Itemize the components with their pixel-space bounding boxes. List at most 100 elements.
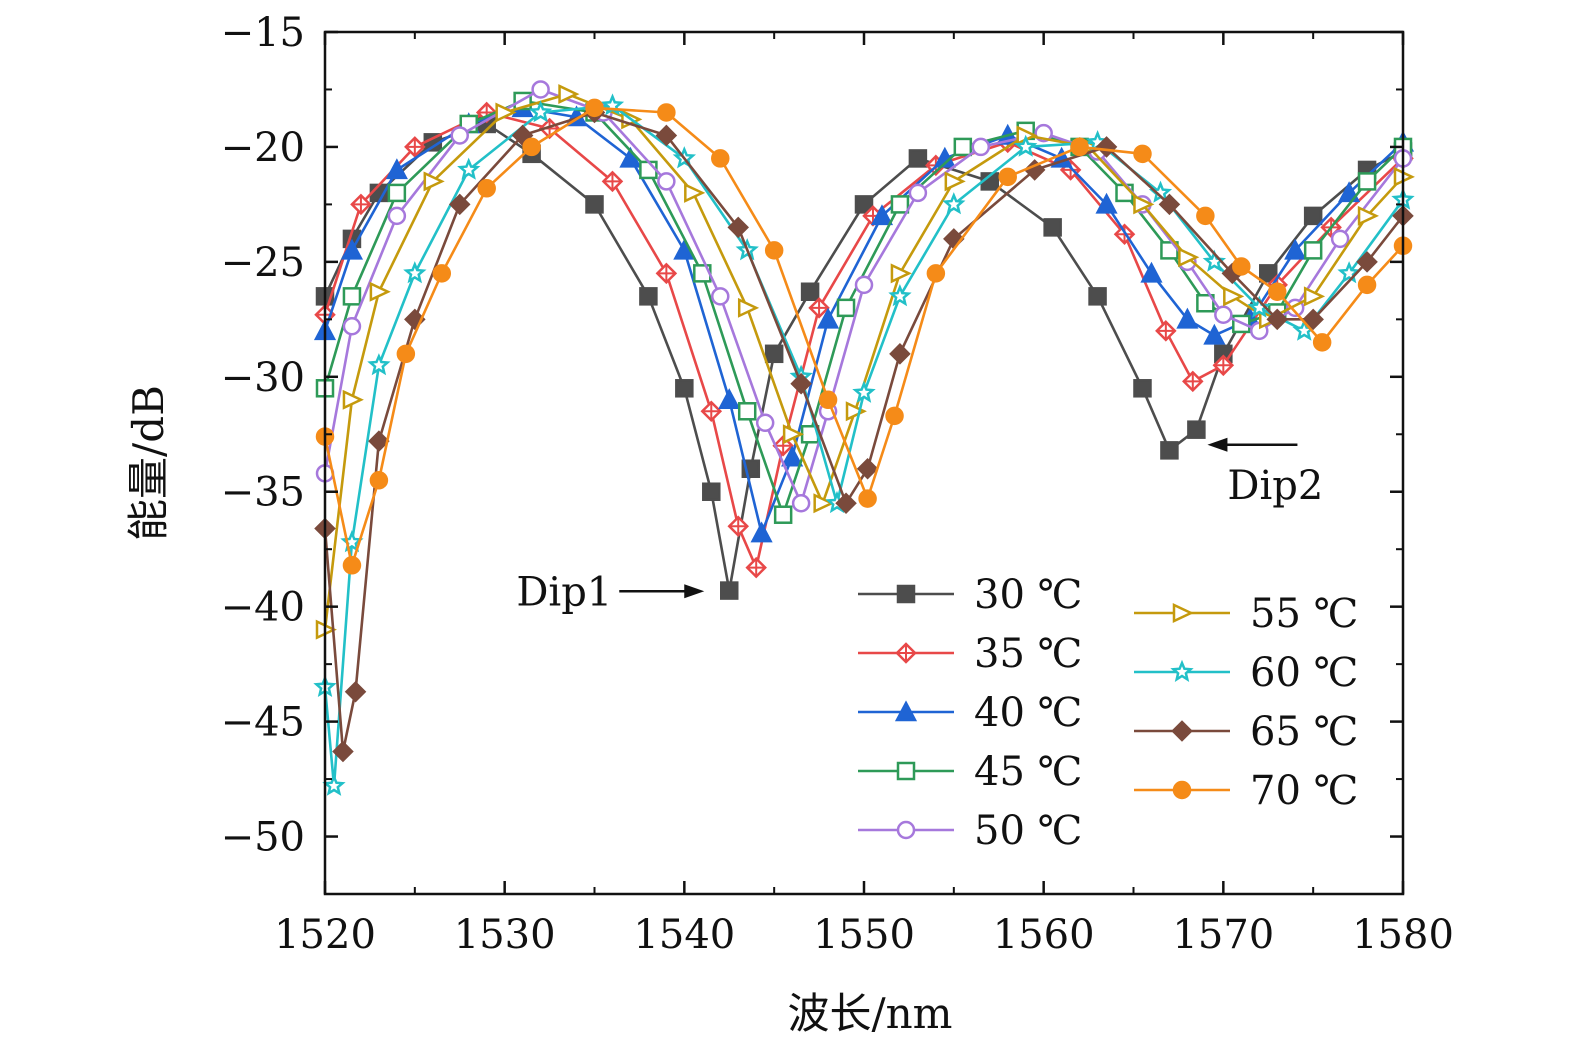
data-point [495,102,517,123]
data-point [1043,218,1062,237]
legend-label: 50 ℃ [974,808,1082,854]
data-point [655,262,678,285]
legend-item: 70 ℃ [1134,768,1358,814]
data-point [800,282,820,301]
data-point [404,136,426,158]
legend-swatch-marker [896,761,916,781]
data-point [854,195,874,214]
data-point [1302,308,1324,331]
data-point [522,137,541,157]
annotation-dip1-arrowhead [684,584,705,599]
legend-swatch-marker [1170,659,1194,682]
legend-label: 60 ℃ [1250,650,1358,696]
data-point [1223,286,1245,307]
axes: 1520 1530 1540 1550 1560 1570 1580 −15 −20 −25 −30… [221,10,1454,958]
legend-swatch-marker [895,642,917,664]
data-point [585,195,604,214]
x-tick-label: 1570 [1172,912,1274,958]
data-point [528,100,553,123]
data-point [684,182,706,203]
x-tick-label: 1530 [454,912,556,958]
series-3 [315,91,1413,524]
data-point [1357,205,1380,226]
data-point [702,482,721,501]
data-point [558,84,580,105]
data-point [1267,282,1287,301]
data-point [457,157,481,180]
data-point [619,146,642,168]
legend-item: 35 ℃ [858,631,1082,677]
data-point [750,521,773,543]
data-point [639,160,658,180]
data-point [1232,257,1251,276]
data-point [998,167,1017,187]
data-point [1133,194,1155,215]
legend-swatch-marker [894,700,918,722]
data-point [387,183,407,203]
data-point [1196,206,1215,226]
data-point [1212,354,1235,377]
series-5 [315,84,1415,640]
data-point [816,307,840,329]
annotation-dip1: Dip1 [516,569,612,615]
data-point [1182,370,1204,393]
data-point [755,413,775,433]
x-axis-title: 波长/nm [787,989,952,1038]
x-tick-label: 1560 [993,912,1095,958]
legend-item: 65 ℃ [1134,709,1358,755]
data-point [1133,144,1152,164]
data-point [657,172,676,191]
data-point [342,316,362,336]
y-tick-label: −25 [221,240,305,286]
data-point [344,680,367,703]
data-point [971,137,991,157]
data-point [1312,333,1332,352]
data-point [601,170,624,193]
data-point [711,149,730,168]
data-point [890,263,912,284]
data-point [657,103,676,122]
y-tick-label: −15 [221,10,305,56]
legend-swatch-marker [896,584,916,604]
data-point [1133,379,1152,398]
data-point [585,98,604,118]
data-point [1140,261,1163,283]
data-point [1187,420,1206,439]
data-point [1330,229,1350,249]
legend-swatch-marker [896,820,916,840]
y-tick-label: −30 [221,355,305,401]
data-point [790,372,812,395]
y-tick-label: −35 [221,470,305,516]
legend-swatch-marker [1171,720,1193,742]
legend-label: 70 ℃ [1250,768,1358,814]
data-point [942,192,966,215]
data-point [845,401,867,422]
data-point [1266,308,1289,331]
data-point [1095,192,1118,214]
data-point [396,344,416,364]
data-point [1284,238,1307,260]
data-point [477,179,496,198]
series-line [323,99,1404,516]
data-point [856,457,879,480]
annotations: Dip1 Dip2 [516,437,1323,615]
y-tick-label: −45 [221,700,305,746]
data-point [737,402,757,421]
data-point [808,297,830,319]
data-point [908,183,928,203]
data-point [448,193,471,216]
data-point [764,344,784,364]
data-point [1155,320,1177,342]
x-tick-label: 1550 [813,912,915,958]
legend-label: 35 ℃ [974,631,1082,677]
data-point [350,193,372,216]
data-point [423,171,445,192]
data-point [432,264,452,283]
data-point [340,238,364,260]
data-point [773,505,793,524]
data-point [926,264,946,283]
data-point [727,515,750,537]
data-point [1303,286,1326,307]
data-point [700,400,723,423]
